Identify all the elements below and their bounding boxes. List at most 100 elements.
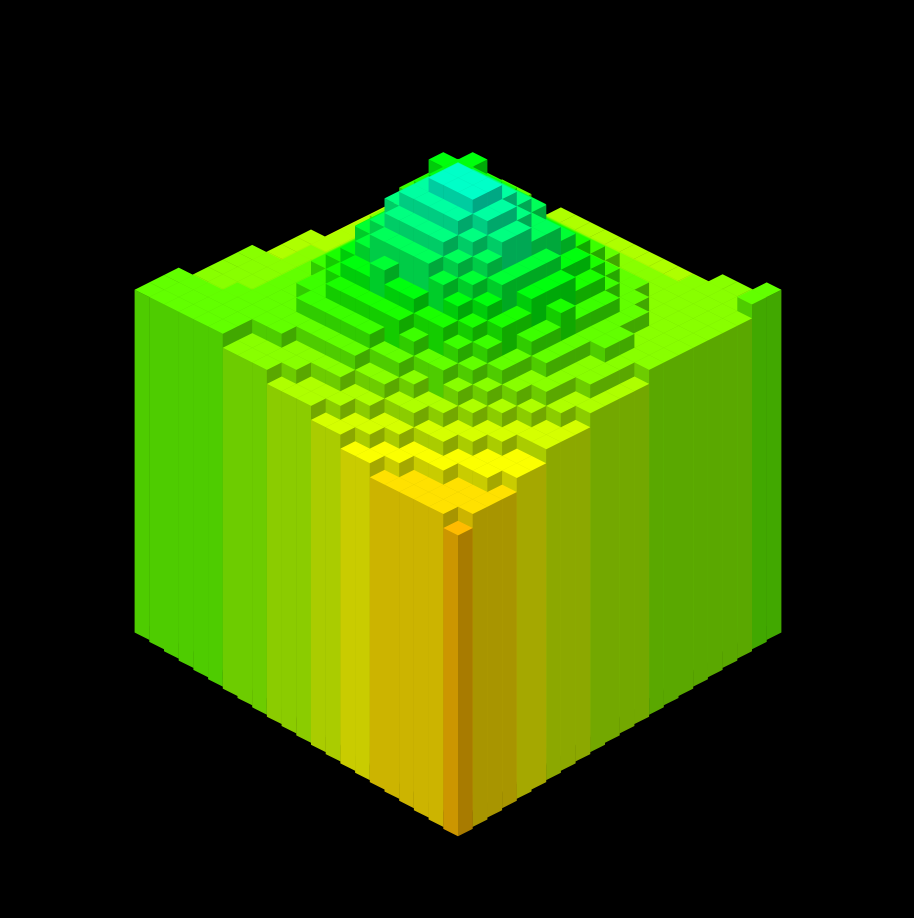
voxel-top-face [237,244,267,260]
voxel-top-face [281,340,311,356]
voxel-top-face [237,347,267,363]
voxel-top-face [428,270,458,286]
voxel-top-face [311,297,341,313]
voxel-top-face [560,391,591,406]
voxel-right-face [546,441,561,781]
voxel-top-face [193,297,223,312]
voxel-top-face [222,297,253,312]
voxel-left-face [413,499,429,818]
voxel-top-face [472,463,503,478]
voxel-top-face [413,448,444,464]
voxel-top-face [707,274,738,289]
voxel-top-face [399,327,429,342]
voxel-top-face [266,259,297,275]
voxel-top-face [399,369,429,385]
voxel-top-face [472,492,503,507]
voxel-top-face [311,326,341,342]
voxel-top-face [237,333,267,348]
voxel-top-face [281,236,311,252]
voxel-top-face [487,355,517,371]
voxel-top-face [516,327,547,342]
voxel-top-face [369,369,400,385]
voxel-top-face [502,305,532,321]
voxel-top-face [516,369,547,385]
voxel-left-face [193,319,209,678]
voxel-top-face [443,334,473,350]
voxel-top-face [516,427,547,442]
voxel-top-face [531,434,561,450]
voxel-top-face [590,333,620,349]
voxel-top-face [458,427,488,442]
voxel-top-face [355,319,385,335]
voxel-top-face [164,282,194,297]
voxel-top-face [355,291,385,306]
voxel-top-face [590,319,620,334]
voxel-top-face [502,419,532,435]
voxel-top-face [516,455,547,471]
voxel-top-face [340,312,370,328]
voxel-top-face [428,427,458,442]
voxel-top-face [678,289,708,304]
voxel-top-face [428,484,458,500]
voxel-top-face [458,270,488,286]
voxel-top-face [472,377,503,392]
voxel-top-face [222,340,253,356]
voxel-top-face [487,313,517,328]
voxel-top-face [619,275,650,290]
voxel-top-face [649,258,679,274]
voxel-top-face [252,266,282,282]
voxel-left-face [164,304,179,659]
voxel-top-face [531,277,561,292]
voxel-top-face [149,275,179,290]
voxel-top-face [266,244,297,259]
voxel-right-face [752,297,767,650]
voxel-top-face [546,398,576,414]
voxel-top-face [487,270,517,286]
voxel-top-face [472,419,503,435]
voxel-top-face [619,244,650,259]
voxel-top-face [384,348,414,364]
voxel-top-face [693,325,723,341]
voxel-top-face [266,376,297,392]
voxel-left-face [266,383,282,724]
voxel-top-face [428,398,458,414]
voxel-top-face [413,249,444,264]
voxel-top-face [384,448,414,464]
voxel-top-face [546,341,576,356]
voxel-top-face [369,341,400,356]
voxel-top-face [443,177,473,193]
voxel-top-face [384,205,414,221]
voxel-top-face [222,266,253,282]
voxel-top-face [399,469,429,485]
voxel-top-face [707,318,738,334]
voxel-left-face [222,347,238,696]
voxel-top-face [693,281,723,297]
voxel-top-face [458,455,488,471]
voxel-top-face [472,206,503,222]
voxel-top-face [252,297,282,312]
voxel-top-face [164,267,194,283]
voxel-top-face [369,298,400,314]
voxel-right-face [693,340,708,687]
voxel-top-face [296,290,326,306]
voxel-top-face [560,333,591,349]
voxel-right-face [649,362,664,715]
voxel-right-face [575,427,591,762]
voxel-top-face [458,355,488,371]
voxel-top-face [663,296,694,311]
voxel-top-face [560,362,591,378]
voxel-top-face [222,252,253,267]
voxel-top-face [531,219,561,235]
voxel-top-face [531,377,561,392]
voxel-top-face [384,477,414,492]
voxel-top-face [487,199,517,214]
voxel-top-face [502,263,532,278]
voxel-top-face [443,291,473,307]
voxel-top-face [325,276,356,292]
voxel-top-face [384,305,414,321]
voxel-top-face [502,377,532,392]
voxel-top-face [149,289,179,305]
voxel-top-face [531,348,561,364]
voxel-top-face [443,419,473,435]
voxel-right-face [678,347,694,696]
